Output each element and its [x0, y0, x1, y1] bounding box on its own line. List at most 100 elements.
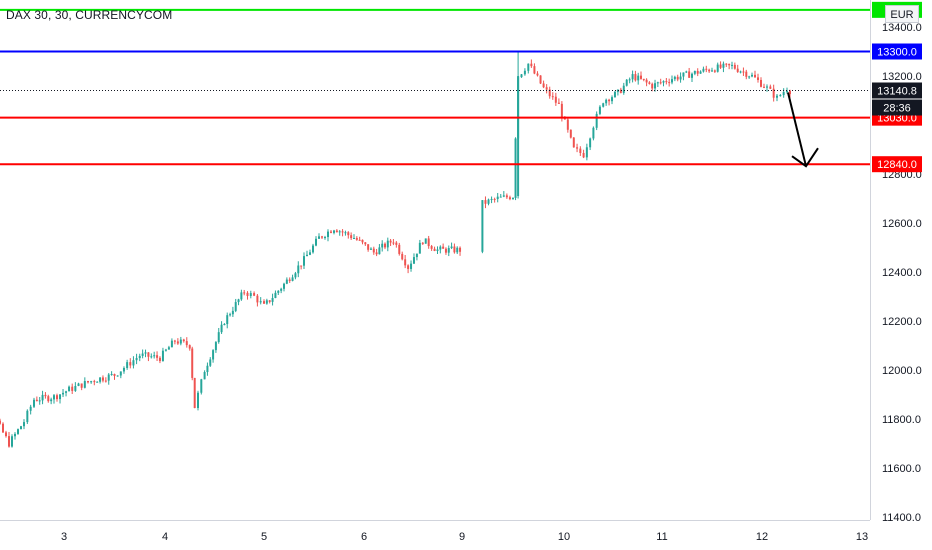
candle-body — [200, 379, 203, 393]
candle-body — [508, 197, 511, 200]
candle-body — [731, 64, 733, 66]
candle-body — [86, 381, 89, 383]
candle-body — [191, 348, 194, 378]
candle-body — [763, 86, 765, 88]
candle-body — [739, 71, 742, 73]
candle-body — [668, 82, 671, 84]
candle-body — [688, 71, 691, 78]
price-tick-label: 12000.0 — [882, 365, 922, 377]
candle-body — [280, 288, 283, 291]
candle-body — [576, 147, 579, 149]
candle-body — [679, 76, 682, 80]
candle-body — [685, 71, 688, 73]
candle-body — [253, 293, 256, 296]
candle-body — [364, 242, 367, 245]
candle-body — [144, 352, 147, 354]
candle-body — [585, 147, 588, 158]
candle-body — [99, 377, 102, 382]
candle-body — [719, 64, 722, 68]
level-price-label: 12840.0 — [877, 159, 917, 171]
candle-body — [517, 76, 520, 197]
candle-body — [772, 88, 775, 98]
candle-body — [119, 371, 122, 376]
candle-body — [33, 399, 35, 407]
candle-body — [484, 200, 487, 204]
level-price-tag — [872, 156, 922, 173]
candle-body — [444, 248, 447, 253]
candle-body — [557, 102, 560, 104]
candle-body — [548, 89, 551, 97]
candle-body — [384, 243, 386, 248]
currency-badge[interactable]: EUR — [885, 5, 919, 23]
candle-body — [179, 339, 182, 344]
candle-body — [135, 358, 138, 361]
candle-body — [533, 66, 536, 74]
candle-body — [126, 362, 129, 368]
candle-body — [386, 240, 389, 248]
projection-arrow-shaft — [787, 92, 807, 167]
candle-body — [459, 247, 462, 252]
candle-body — [611, 97, 614, 102]
time-tick-label: 6 — [361, 531, 367, 543]
candle-body — [523, 70, 526, 75]
candle-body — [234, 302, 237, 311]
candle-body — [309, 252, 311, 255]
candle-body — [44, 394, 47, 397]
candle-body — [554, 96, 557, 103]
candle-body — [433, 248, 436, 251]
candle-body — [592, 127, 595, 139]
candle-body — [122, 367, 125, 372]
candle-body — [147, 352, 150, 357]
candle-body — [324, 237, 326, 239]
candle-body — [502, 195, 505, 197]
price-tick-label: 13200.0 — [882, 71, 922, 83]
candle-body — [499, 196, 502, 198]
candle-body — [450, 246, 453, 249]
candle-body — [197, 392, 199, 408]
candle-body — [96, 381, 99, 383]
candle-body — [77, 383, 80, 386]
candle-body — [315, 238, 317, 246]
candle-body — [116, 375, 119, 377]
candle-body — [662, 81, 665, 83]
candle-body — [713, 70, 716, 72]
candle-body — [682, 72, 685, 77]
candle-body — [341, 231, 344, 233]
candle-body — [141, 353, 144, 356]
candle-body — [631, 74, 634, 80]
level-price-label: 13300.0 — [877, 47, 917, 59]
candle-body — [47, 396, 50, 402]
candle-body — [605, 99, 608, 104]
candle-body — [358, 239, 361, 241]
candle-body — [733, 64, 736, 69]
time-axis[interactable]: 3 4 5 6 9 10 11 12 13 — [61, 531, 868, 543]
candle-body — [619, 89, 622, 93]
candle-body — [711, 70, 713, 72]
candle-body — [551, 96, 554, 98]
candle-body — [212, 350, 215, 360]
candle-body — [68, 386, 71, 392]
candle-body — [699, 71, 702, 74]
candle-body — [5, 432, 7, 437]
candle-body — [595, 113, 598, 128]
candle-body — [786, 90, 788, 93]
candle-body — [375, 252, 378, 255]
candle-body — [514, 138, 517, 198]
candle-body — [11, 436, 13, 447]
candle-body — [410, 263, 413, 269]
candle-body — [481, 200, 484, 252]
time-tick-label: 4 — [162, 531, 168, 543]
candle-body — [303, 256, 305, 266]
candle-body — [256, 295, 259, 303]
candle-body — [271, 297, 274, 302]
candle-body — [696, 70, 699, 74]
candle-body — [493, 198, 496, 200]
price-labels: 13300.0 13030.0 12840.0 13140.8 28:36 — [872, 1, 922, 173]
candle-body — [766, 86, 768, 88]
candle-body — [569, 129, 572, 138]
candle-body — [90, 381, 93, 383]
candle-body — [456, 247, 459, 253]
candle-body — [226, 315, 229, 325]
candle-body — [167, 347, 170, 350]
